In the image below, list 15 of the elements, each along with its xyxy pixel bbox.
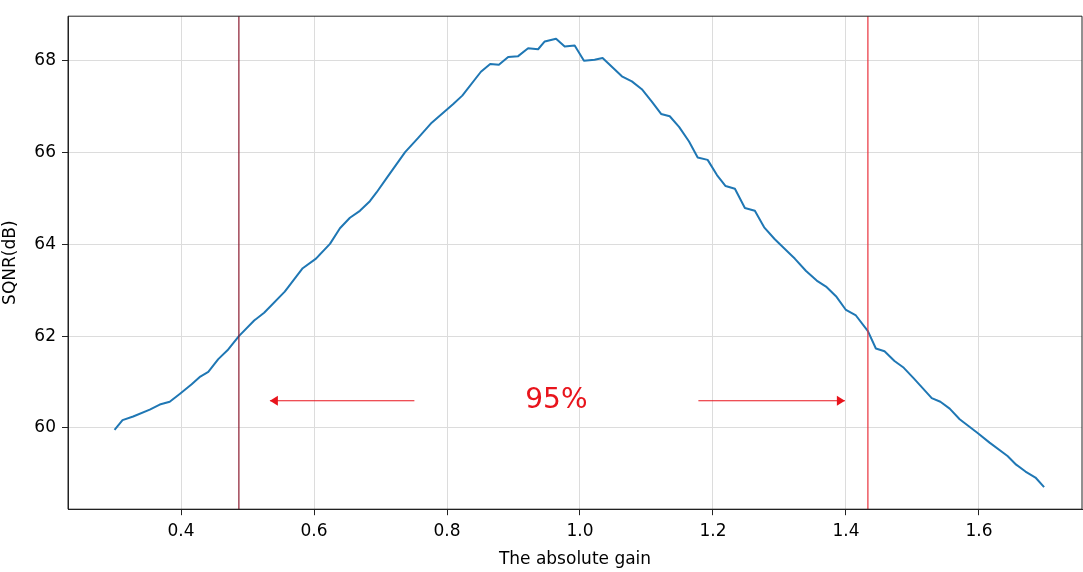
- y-tick-label: 68: [34, 49, 56, 70]
- x-tick-label: 1.6: [965, 519, 993, 540]
- x-tick-label: 1.2: [699, 519, 727, 540]
- x-tick-label: 0.8: [433, 519, 461, 540]
- y-axis-title: SQNR(dB): [0, 220, 19, 305]
- y-tick-label: 62: [34, 324, 56, 345]
- y-tick-label: 66: [34, 140, 56, 161]
- y-tick-label: 64: [34, 232, 56, 253]
- x-axis-title: The absolute gain: [497, 548, 652, 569]
- x-tick-label: 0.6: [300, 519, 328, 540]
- annotation: 95%: [525, 382, 588, 416]
- x-tick-label: 1.0: [566, 519, 594, 540]
- y-tick-label: 60: [34, 416, 56, 437]
- x-tick-label: 0.4: [167, 519, 195, 540]
- x-tick-label: 1.4: [832, 519, 860, 540]
